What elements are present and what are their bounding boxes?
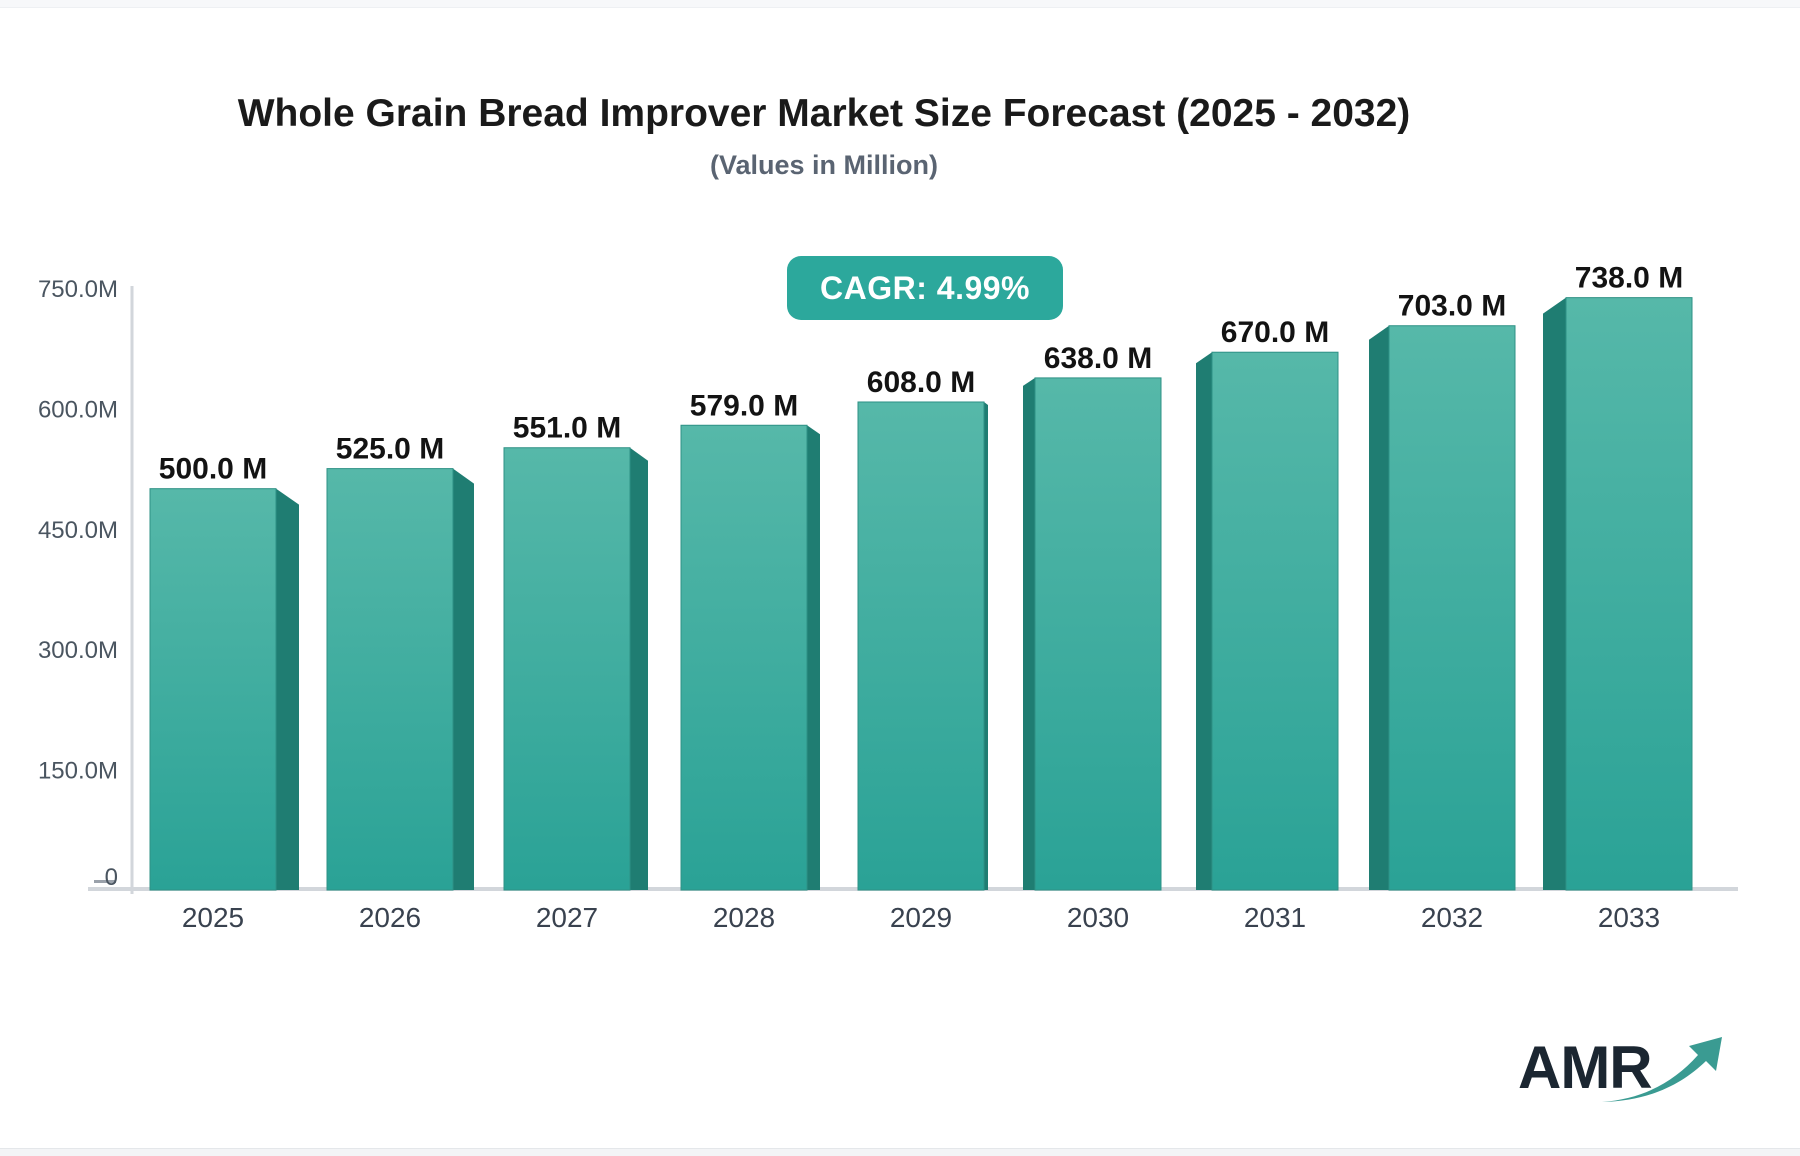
bar-front-face [326, 468, 454, 891]
bar-front-face [1565, 297, 1693, 891]
y-tick-label-300: 300.0M [38, 637, 118, 664]
bar-front-face [149, 488, 277, 891]
bar-front-face [1034, 377, 1162, 891]
bar-2028: 579.0 M 2028 [680, 389, 820, 933]
bar-value-label: 638.0 M [1044, 342, 1152, 375]
bar-side-face [630, 447, 648, 890]
bar-value-label: 738.0 M [1575, 262, 1683, 295]
bar-front-face [1388, 325, 1516, 891]
bar-front-face [680, 424, 808, 891]
chart-title: Whole Grain Bread Improver Market Size F… [237, 92, 1411, 135]
cagr-badge: CAGR: 4.99% [787, 256, 1063, 320]
x-category-label-2030: 2030 [1067, 902, 1129, 933]
bar-front-face [1211, 351, 1339, 891]
bar-value-label: 703.0 M [1398, 290, 1506, 323]
bar-value-label: 579.0 M [690, 389, 798, 422]
x-category-label-2028: 2028 [713, 902, 775, 933]
bar-2032: 703.0 M 2032 [1369, 290, 1516, 933]
bar-front-face [857, 401, 985, 891]
x-category-label-2032: 2032 [1421, 902, 1483, 933]
bar-side-face [1369, 325, 1389, 890]
x-category-label-2027: 2027 [536, 902, 598, 933]
y-tick-label-600: 600.0M [38, 396, 118, 423]
bar-2025: 500.0 M 2025 [149, 453, 299, 933]
bar-value-label: 608.0 M [867, 366, 975, 399]
bar-side-face [984, 401, 988, 890]
bar-side-face [807, 425, 820, 890]
bar-side-face [1023, 377, 1035, 890]
amr-logo: AMR [1518, 1034, 1722, 1102]
bar-2031: 670.0 M 2031 [1196, 316, 1339, 933]
bar-2030: 638.0 M 2030 [1023, 342, 1162, 933]
x-category-label-2031: 2031 [1244, 902, 1306, 933]
bar-2033: 738.0 M 2033 [1543, 262, 1693, 933]
y-tick-label-450: 450.0M [38, 517, 118, 544]
page-top-border [0, 0, 1800, 8]
chart-subtitle: (Values in Million) [709, 150, 939, 180]
y-axis-line [130, 286, 134, 894]
bar-value-label: 670.0 M [1221, 316, 1329, 349]
x-category-label-2029: 2029 [890, 902, 952, 933]
bar-value-label: 551.0 M [513, 412, 621, 445]
bar-side-face [276, 488, 299, 890]
x-category-label-2025: 2025 [182, 902, 244, 933]
bar-value-label: 525.0 M [336, 433, 444, 466]
zero-tick-dash [94, 880, 116, 883]
logo-arrow-icon [1602, 1037, 1722, 1102]
y-tick-label-0: 0 [105, 864, 118, 891]
x-category-label-2026: 2026 [359, 902, 421, 933]
bar-2026: 525.0 M 2026 [326, 433, 474, 933]
bar-side-face [1543, 297, 1566, 891]
bar-side-face [1196, 352, 1212, 890]
bar-value-label: 500.0 M [159, 453, 267, 486]
bar-side-face [453, 468, 474, 890]
bar-2027: 551.0 M 2027 [503, 412, 648, 933]
page-bottom-border [0, 1148, 1800, 1156]
y-tick-label-750: 750.0M [38, 276, 118, 303]
amr-logo-text: AMR [1518, 1034, 1652, 1101]
bar-front-face [503, 447, 631, 891]
bar-2029: 608.0 M 2029 [857, 366, 988, 933]
x-category-label-2033: 2033 [1598, 902, 1660, 933]
y-tick-label-150: 150.0M [38, 758, 118, 785]
